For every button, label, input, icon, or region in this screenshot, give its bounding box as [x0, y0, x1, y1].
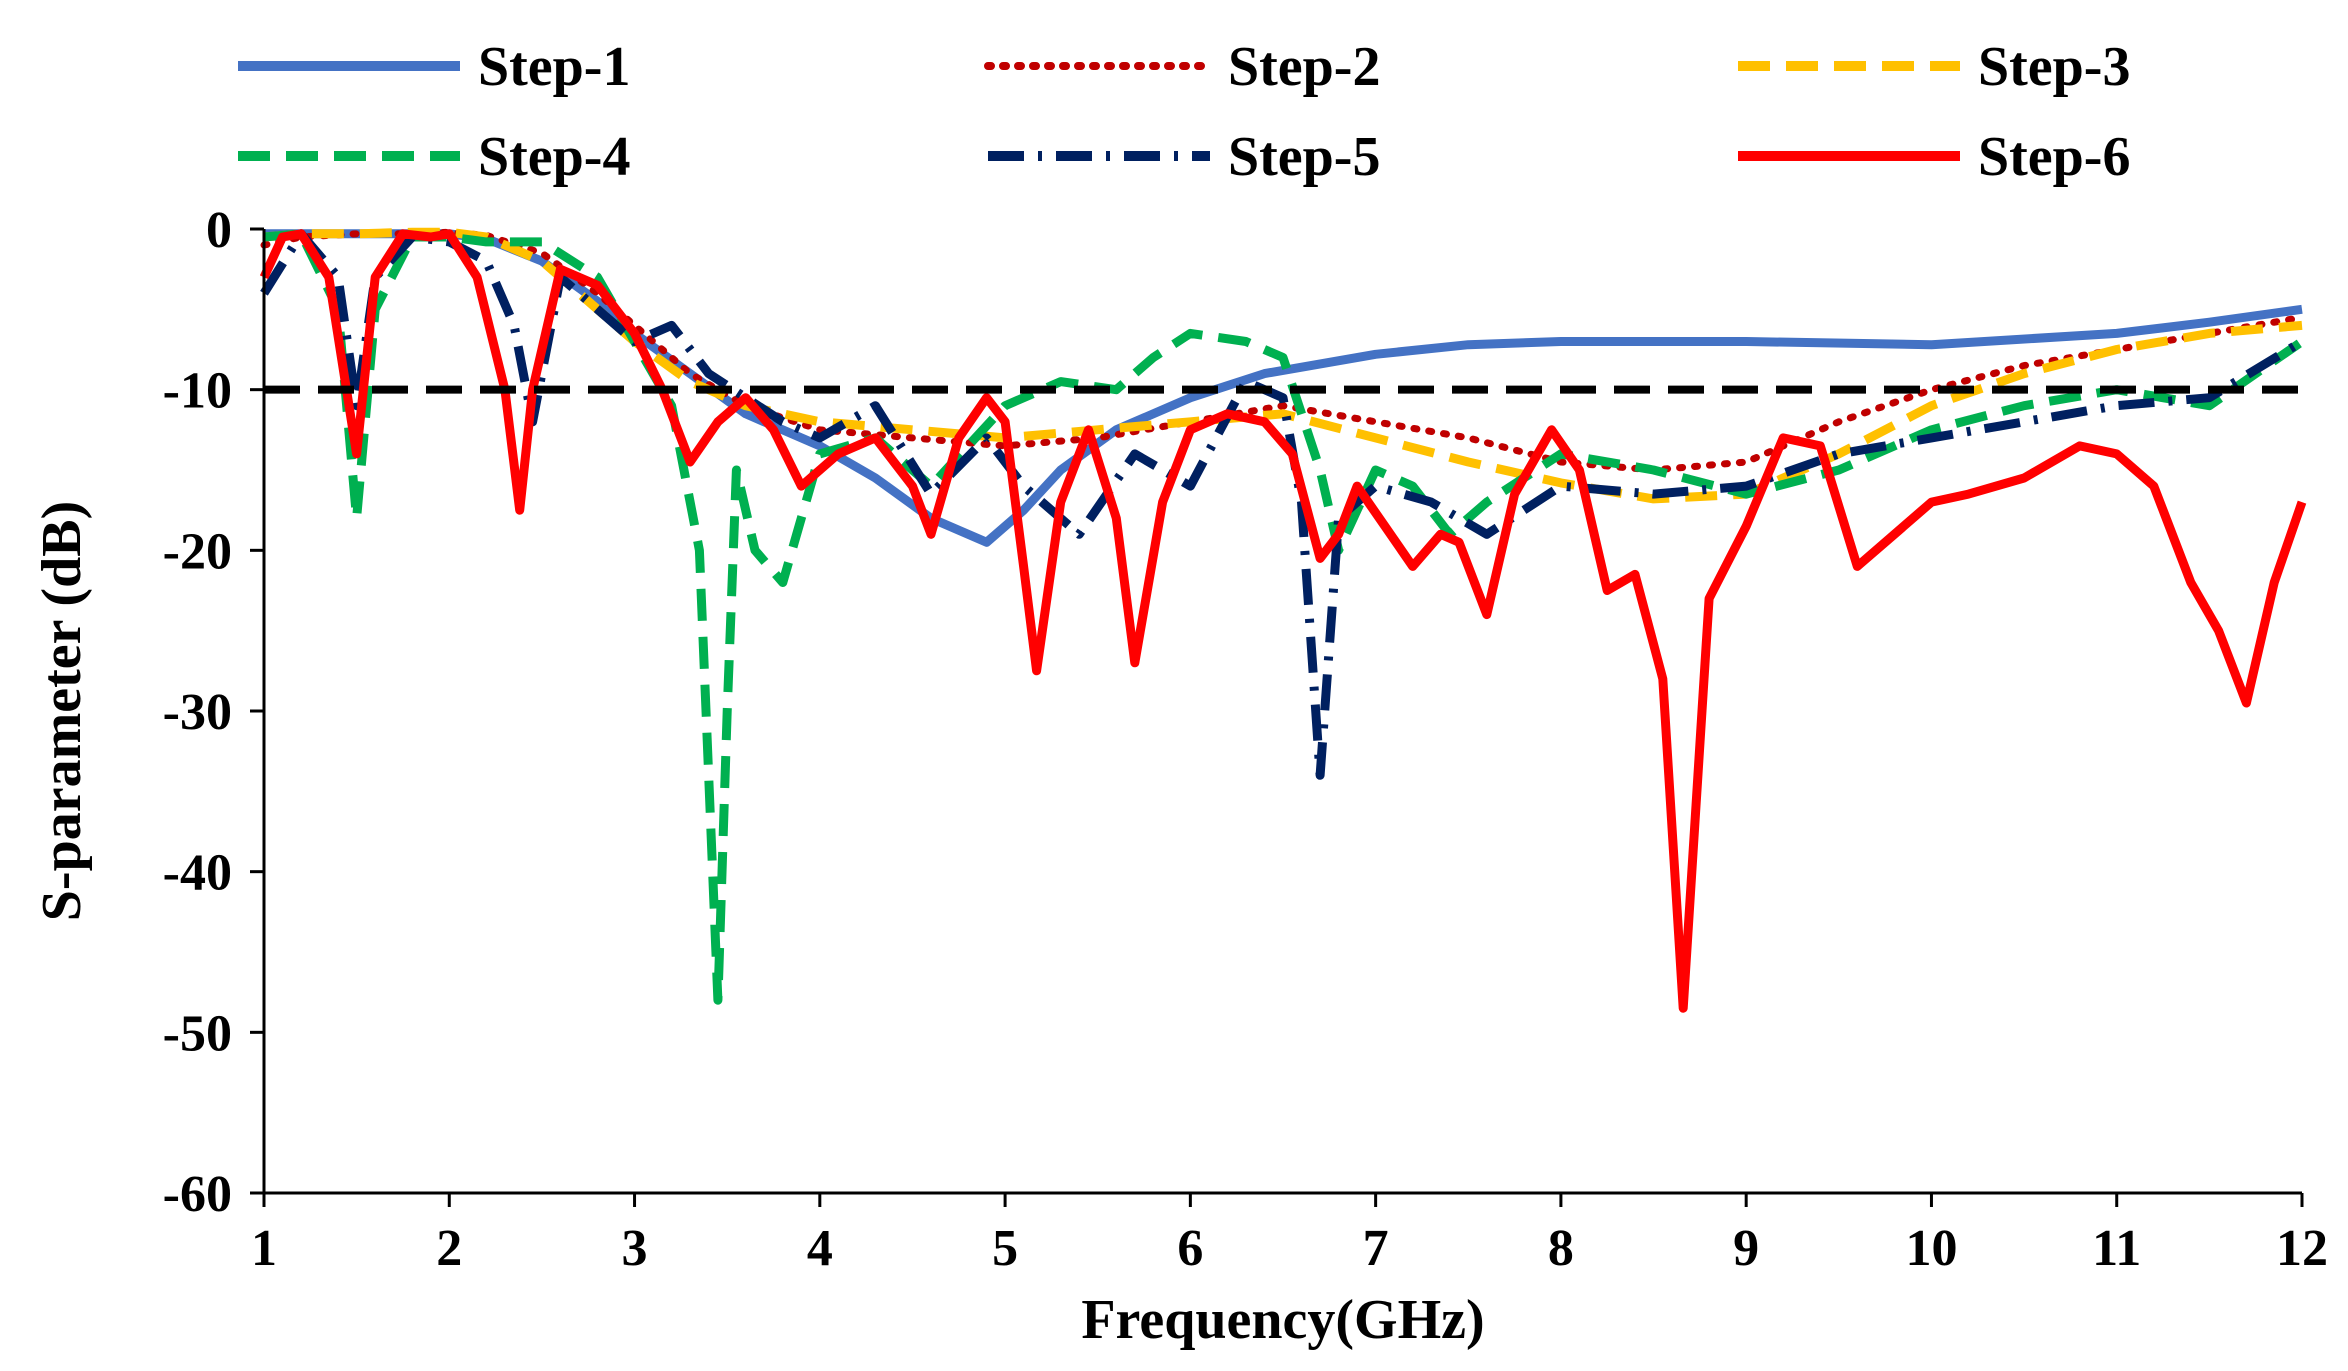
x-tick-label: 9 — [1733, 1220, 1759, 1277]
series-line-step-3 — [263, 227, 2303, 504]
x-axis-label: Frequency(GHz) — [1081, 1289, 1484, 1351]
legend-label-step-1: Step-1 — [478, 36, 630, 98]
x-ticks: 1 2 3 4 5 6 7 8 9 10 11 12 — [251, 1193, 2328, 1277]
y-ticks: 0 -10 -20 -30 -40 -50 -60 — [163, 202, 264, 1223]
y-tick-label: 0 — [206, 202, 232, 259]
x-tick-label: 8 — [1548, 1220, 1574, 1277]
series-line-step-4 — [263, 229, 2305, 1005]
y-axis-label: S-parameter (dB) — [31, 501, 93, 921]
y-tick-label: -50 — [163, 1005, 232, 1062]
x-tick-label: 4 — [807, 1220, 833, 1277]
legend-label-step-2: Step-2 — [1228, 36, 1380, 98]
legend-label-step-6: Step-6 — [1978, 126, 2130, 188]
x-tick-label: 7 — [1363, 1220, 1389, 1277]
legend: Step-1 Step-2 Step-3 Step-4 Step-5 Step-6 — [238, 36, 2130, 188]
legend-label-step-3: Step-3 — [1978, 36, 2130, 98]
x-tick-label: 1 — [251, 1220, 277, 1277]
y-tick-label: -10 — [163, 363, 232, 420]
y-tick-label: -20 — [163, 523, 232, 580]
series-line-step-5 — [260, 229, 2305, 780]
x-tick-label: 12 — [2276, 1220, 2328, 1277]
x-tick-label: 6 — [1177, 1220, 1203, 1277]
x-tick-label: 2 — [436, 1220, 462, 1277]
series-line-step-2 — [260, 228, 2306, 474]
x-tick-label: 11 — [2092, 1220, 2141, 1277]
legend-label-step-4: Step-4 — [478, 126, 630, 188]
x-tick-label: 5 — [992, 1220, 1018, 1277]
y-tick-label: -40 — [163, 845, 232, 902]
legend-label-step-5: Step-5 — [1228, 126, 1380, 188]
x-tick-label: 10 — [1905, 1220, 1957, 1277]
x-tick-label: 3 — [622, 1220, 648, 1277]
y-tick-label: -30 — [163, 684, 232, 741]
series-layer — [259, 227, 2307, 1013]
plot-area: 0-10-20-30-40-50-60 1 2 3 4 5 6 7 8 9 10 11 12 — [163, 202, 2328, 1277]
series-line-step-6 — [259, 229, 2307, 1013]
y-tick-label: -60 — [163, 1166, 232, 1223]
